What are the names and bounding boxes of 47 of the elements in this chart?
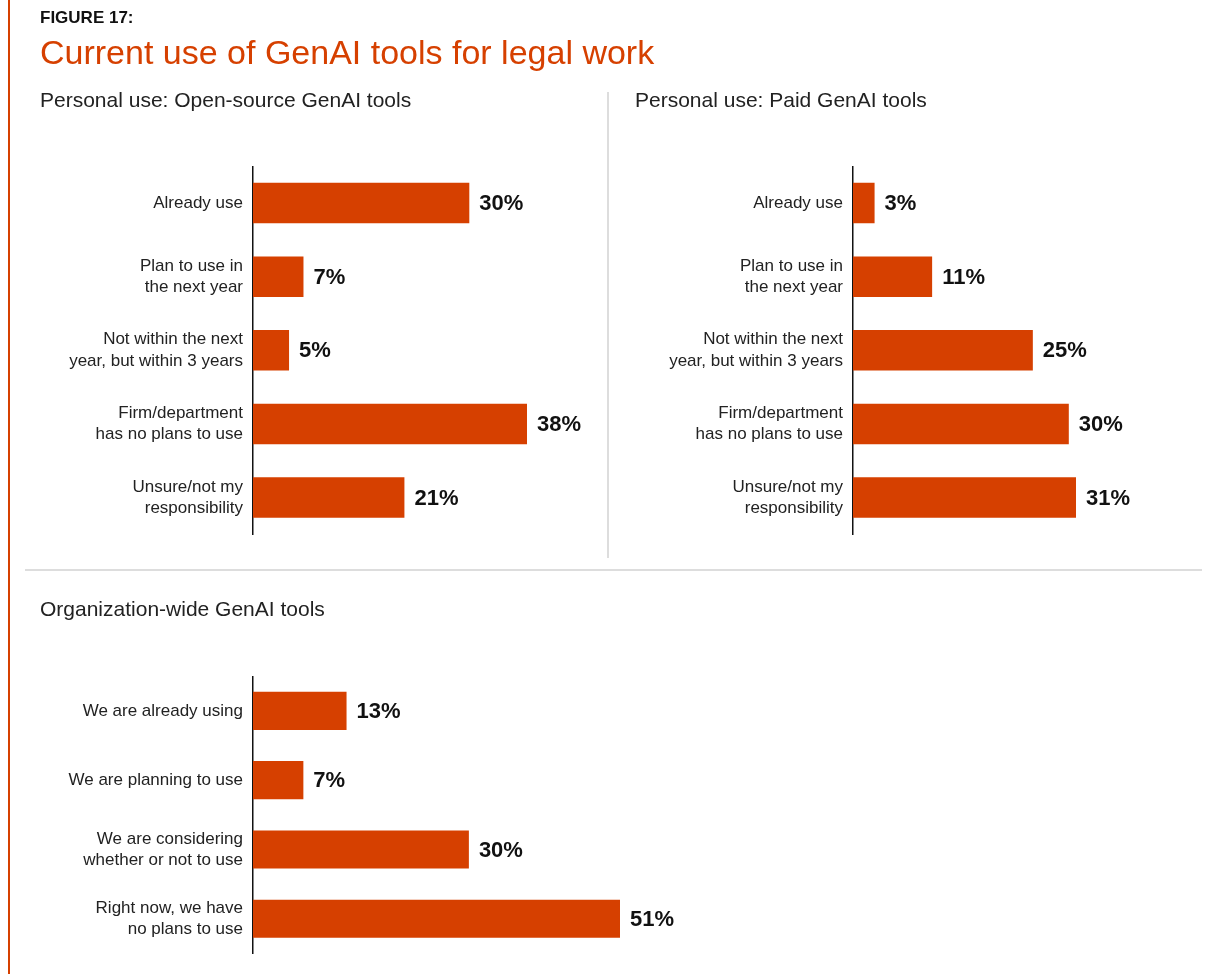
data-label: 11% [942, 263, 985, 289]
bar [253, 761, 304, 800]
text: Current use of GenAI tools for legal work [40, 33, 655, 72]
chart-title: Personal use: Paid GenAI tools [635, 88, 927, 112]
chart-title: Organization-wide GenAI tools [40, 597, 325, 621]
y-tick-label: Not within the next year, but within 3 years [669, 329, 844, 370]
data-label: 51% [630, 905, 675, 931]
chart-title: Personal use: Open-source GenAI tools [40, 88, 412, 112]
bar [253, 691, 347, 730]
bar [853, 182, 875, 224]
bar [253, 830, 469, 869]
y-tick-label: Already use [753, 192, 843, 212]
y-tick-label: We are considering whether or not to use [82, 828, 243, 869]
bar [253, 899, 620, 938]
bar [253, 330, 290, 371]
data-label: 30% [1078, 411, 1123, 436]
data-label: 3% [884, 190, 917, 216]
data-label: 31% [1086, 484, 1131, 510]
y-tick-label: Already use [153, 192, 243, 212]
y-tick-label: We are already using [82, 700, 243, 720]
data-label: 30% [479, 190, 524, 216]
bar [853, 256, 933, 297]
y-tick-label: Plan to use in the next year [739, 255, 844, 296]
y-tick-label: Firm/department has no plans to use [95, 403, 244, 444]
bar [853, 477, 1076, 518]
y-tick-label: Firm/department has no plans to use [695, 403, 844, 444]
bar [853, 403, 1069, 445]
data-label: 25% [1042, 337, 1087, 363]
bar [253, 256, 304, 297]
y-tick-label: Right now, we have no plans to use [95, 897, 243, 939]
y-tick-label: We are planning to use [68, 769, 243, 789]
bar [253, 403, 527, 445]
y-tick-label: Not within the next year, but within 3 years [69, 329, 244, 370]
y-tick-label: Unsure/not my responsibility [732, 476, 844, 517]
bar [253, 477, 405, 518]
y-tick-label: Plan to use in the next year [139, 255, 244, 296]
data-label: 5% [299, 337, 331, 363]
data-label: 7% [313, 263, 346, 289]
bar [253, 182, 470, 224]
caption: FIGURE 17: [40, 8, 134, 28]
y-tick-label: Unsure/not my responsibility [132, 476, 244, 517]
data-label: 13% [356, 697, 401, 723]
data-label: 30% [478, 836, 523, 862]
data-label: 21% [414, 484, 459, 510]
data-label: 7% [313, 767, 346, 793]
data-label: 38% [537, 411, 582, 436]
bar [853, 330, 1033, 371]
